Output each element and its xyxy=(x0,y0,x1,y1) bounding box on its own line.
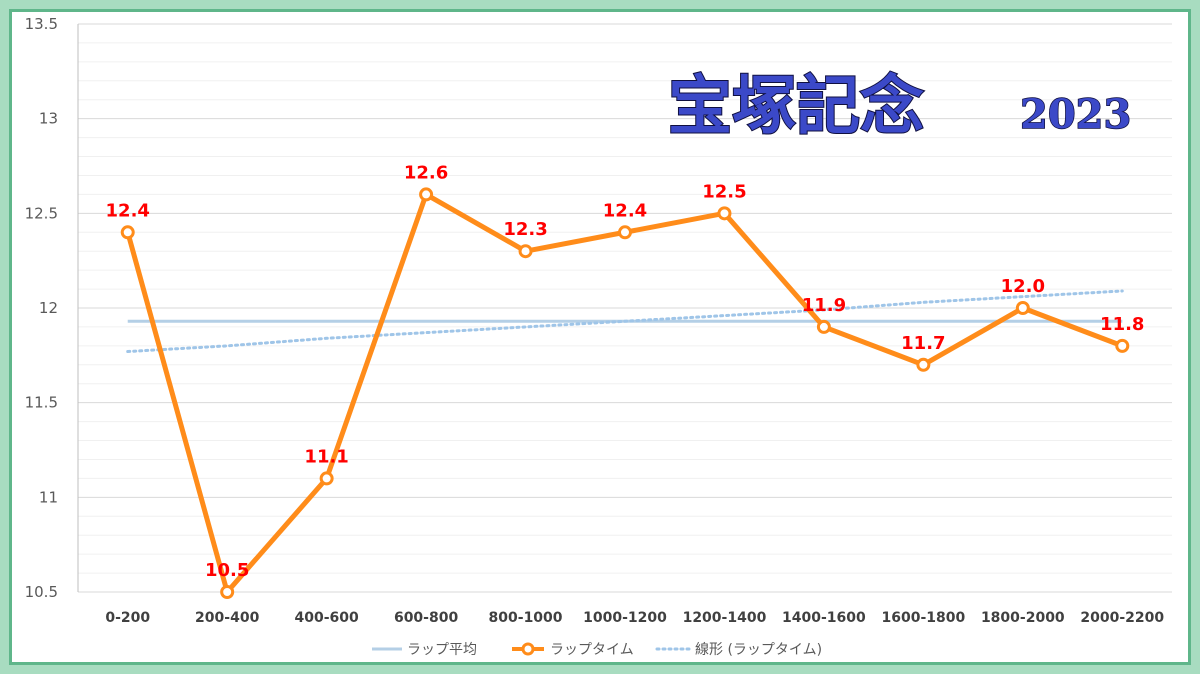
data-label: 12.0 xyxy=(1001,276,1045,297)
y-axis: 10.5 11 11.5 12 12.5 13 13.5 xyxy=(25,15,58,601)
lap-time-point[interactable] xyxy=(1115,338,1130,353)
lap-time-line xyxy=(125,191,1124,595)
x-tick-label: 1600-1800 xyxy=(881,610,965,626)
data-label: 12.5 xyxy=(702,181,746,202)
data-label: 12.4 xyxy=(106,200,150,221)
chart-title: 宝塚記念 2023 xyxy=(667,68,1132,145)
data-label: 11.7 xyxy=(901,333,945,354)
lap-time-point[interactable] xyxy=(916,357,931,372)
lap-time-point[interactable] xyxy=(717,206,732,221)
grid-lines xyxy=(77,23,1172,593)
x-tick-label: 600-800 xyxy=(394,610,459,626)
x-axis: 0-200 200-400 400-600 600-800 800-1000 1000-1… xyxy=(105,610,1164,626)
series-lap-time xyxy=(120,187,1130,599)
lap-time-point[interactable] xyxy=(1015,301,1030,315)
lap-time-point[interactable] xyxy=(816,319,831,334)
legend[interactable]: ラップ平均 ラップタイム 線形 (ラップタイム) xyxy=(372,642,822,658)
lap-time-point[interactable] xyxy=(319,471,334,486)
x-tick-label: 1800-2000 xyxy=(981,610,1065,626)
x-tick-label: 1000-1200 xyxy=(583,610,667,626)
x-tick-label: 0-200 xyxy=(105,610,150,626)
y-tick-label: 12 xyxy=(39,299,58,317)
x-tick-label: 800-1000 xyxy=(489,610,563,626)
trend-line xyxy=(126,289,1124,354)
data-label: 10.5 xyxy=(205,560,249,581)
data-label: 11.1 xyxy=(304,446,348,467)
series-trend xyxy=(126,289,1124,354)
data-label: 11.8 xyxy=(1100,314,1144,335)
lap-time-point[interactable] xyxy=(220,585,235,599)
y-tick-label: 12.5 xyxy=(25,204,58,222)
y-tick-label: 10.5 xyxy=(25,583,58,601)
data-label: 12.4 xyxy=(603,200,647,221)
lap-time-point[interactable] xyxy=(419,187,434,202)
y-tick-label: 11.5 xyxy=(25,394,58,412)
title-year: 2023 xyxy=(1020,91,1131,138)
data-label: 12.3 xyxy=(503,219,547,240)
lap-time-point[interactable] xyxy=(518,244,533,259)
legend-lap-label[interactable]: ラップタイム xyxy=(550,642,634,658)
x-tick-label: 1400-1600 xyxy=(782,610,866,626)
legend-lap-marker xyxy=(521,642,535,656)
x-tick-label: 1200-1400 xyxy=(683,610,767,626)
lap-time-point[interactable] xyxy=(120,225,135,240)
lap-time-point[interactable] xyxy=(618,225,632,240)
x-tick-label: 400-600 xyxy=(295,610,360,626)
data-label: 12.6 xyxy=(404,162,448,183)
data-label: 11.9 xyxy=(802,295,846,316)
legend-trend-label[interactable]: 線形 (ラップタイム) xyxy=(695,642,822,658)
y-tick-label: 13 xyxy=(39,110,58,128)
y-tick-label: 11 xyxy=(39,488,58,506)
x-tick-label: 200-400 xyxy=(195,610,260,626)
data-labels: 12.4 10.5 11.1 12.6 12.3 12.4 12.5 11.9 11.7 12.0… xyxy=(106,162,1145,581)
y-tick-label: 13.5 xyxy=(25,15,58,33)
legend-average-label[interactable]: ラップ平均 xyxy=(407,642,477,658)
title-main: 宝塚記念 xyxy=(668,69,924,144)
x-tick-label: 2000-2200 xyxy=(1080,610,1164,626)
